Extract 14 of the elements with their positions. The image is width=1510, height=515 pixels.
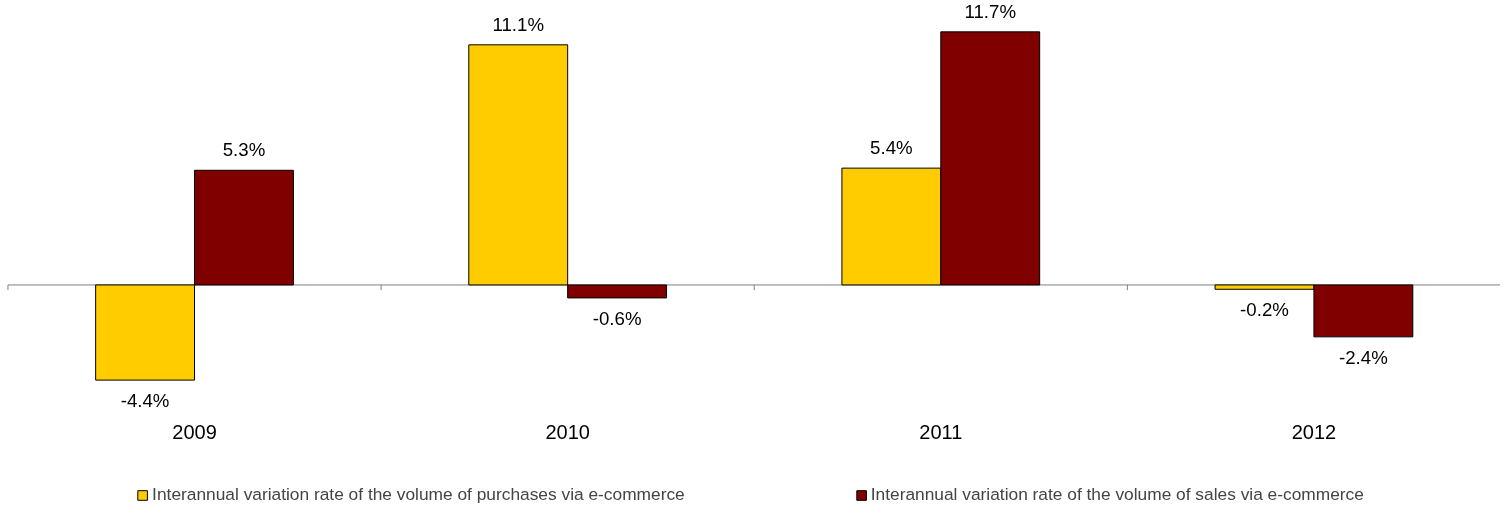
legend-label: Interannual variation rate of the volume of sales via e-commerce [870, 484, 1364, 505]
x-tick-label: 2009 [172, 421, 217, 444]
legend-label: Interannual variation rate of the volume of purchases via e-commerce [152, 484, 685, 505]
data-label: 5.4% [870, 137, 913, 159]
data-label: -2.4% [1339, 346, 1388, 368]
data-label: -0.6% [592, 307, 642, 329]
x-tick-label: 2012 [1291, 421, 1337, 444]
data-label: -4.4% [120, 390, 170, 412]
x-tick-label: 2011 [919, 421, 963, 444]
data-label: -0.2% [1240, 299, 1289, 321]
data-label: 5.3% [222, 139, 266, 161]
data-label: 11.1% [492, 13, 544, 35]
data-label: 11.7% [964, 0, 1016, 22]
x-tick-label: 2010 [545, 421, 590, 444]
